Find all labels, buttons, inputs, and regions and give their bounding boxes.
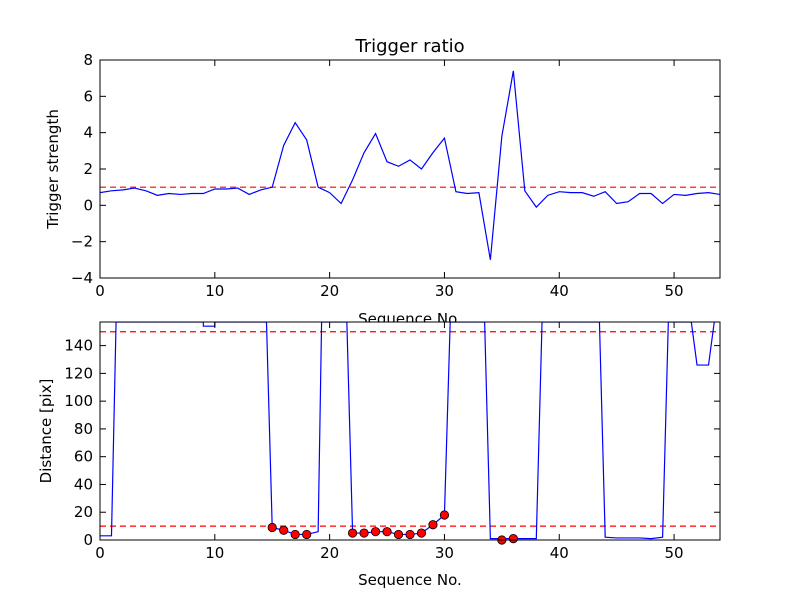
bottom-marker-point [267, 522, 277, 533]
bottom-y-tick-label: 60 [74, 448, 93, 466]
top-y-tick-label: 6 [83, 87, 93, 105]
bottom-subplot: 0 10 20 30 40 50 0 20 40 60 80 100 120 140 Sequence N… [37, 321, 721, 589]
bottom-plot-frame [99, 321, 721, 541]
bottom-marker-point [370, 527, 381, 537]
top-x-tick-label: 40 [550, 282, 569, 300]
top-y-tick-label: 0 [83, 196, 93, 214]
bottom-marker-point [405, 529, 415, 540]
top-y-tick-label: −4 [71, 269, 93, 287]
bottom-y-tick-label: 80 [74, 420, 93, 438]
top-series-line [100, 70, 720, 260]
bottom-marker-point [382, 527, 392, 537]
top-plot-marks [100, 70, 720, 260]
top-axis-ticks: 0 10 20 30 40 50 −4 −2 0 2 4 6 8 [71, 51, 720, 300]
bottom-axis-ticks: 0 10 20 30 40 50 0 20 40 60 80 100 120 140 [64, 322, 720, 562]
bottom-marker-point [416, 528, 427, 538]
top-y-tick-label: 2 [83, 160, 93, 178]
bottom-x-tick-label: 50 [665, 544, 684, 562]
bottom-marker-point [393, 529, 404, 540]
bottom-x-tick-label: 20 [320, 544, 339, 562]
bottom-x-tick-label: 0 [95, 544, 105, 562]
bottom-plot-area [100, 322, 720, 540]
top-x-tick-label: 0 [95, 282, 105, 300]
bottom-y-tick-label: 0 [83, 531, 93, 549]
top-chart-title: Trigger ratio [354, 36, 464, 57]
bottom-y-tick-label: 40 [74, 475, 93, 493]
top-x-tick-label: 30 [435, 282, 454, 300]
bottom-y-tick-label: 120 [64, 364, 93, 382]
bottom-x-tick-label: 40 [550, 544, 569, 562]
bottom-y-tick-label: 140 [64, 337, 93, 355]
bottom-marker-point [347, 528, 358, 538]
top-y-tick-label: −2 [71, 233, 93, 251]
bottom-marker-point [290, 529, 300, 540]
bottom-x-tick-label: 10 [205, 544, 224, 562]
bottom-marker-point [508, 534, 518, 544]
bottom-marker-point [279, 525, 289, 535]
top-y-tick-label: 4 [83, 124, 93, 142]
top-y-axis-label: Trigger strength [44, 109, 62, 230]
top-y-tick-label: 8 [83, 51, 93, 69]
bottom-plot-marks [100, 322, 720, 545]
top-x-tick-label: 10 [205, 282, 224, 300]
bottom-marker-point [359, 528, 369, 538]
top-x-tick-label: 50 [665, 282, 684, 300]
bottom-x-tick-label: 30 [435, 544, 454, 562]
bottom-y-axis-label: Distance [pix] [37, 379, 55, 484]
bottom-y-tick-label: 100 [64, 392, 93, 410]
top-plot-frame [99, 59, 721, 279]
bottom-x-axis-label: Sequence No. [358, 571, 462, 589]
bottom-y-tick-label: 20 [74, 503, 93, 521]
bottom-marker-point [302, 529, 312, 540]
bottom-marker-point [428, 520, 438, 530]
top-plot-area [100, 60, 720, 278]
bottom-marker-point [439, 510, 450, 520]
top-x-tick-label: 20 [320, 282, 339, 300]
